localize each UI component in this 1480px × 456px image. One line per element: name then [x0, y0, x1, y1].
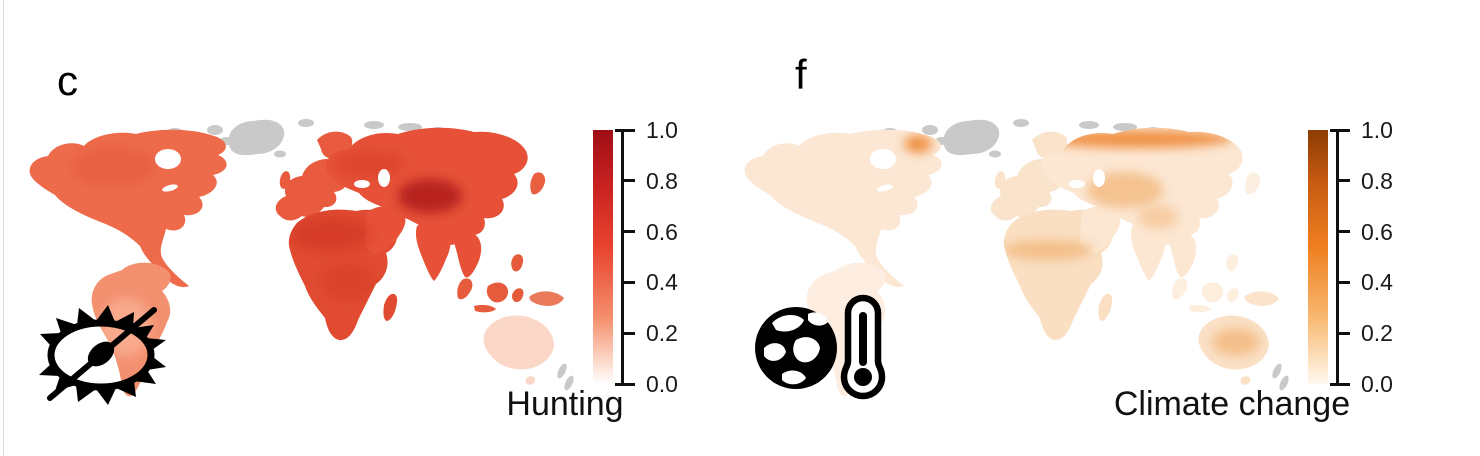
- colorbar-tick: [621, 179, 635, 183]
- colorbar-axis-climate: [1336, 128, 1339, 386]
- trap-hub: [87, 341, 115, 367]
- colorbar-tick-label: 0.6: [646, 218, 678, 245]
- colorbar-tick: [1336, 230, 1350, 234]
- colorbar-tick-label: 0.2: [646, 320, 678, 347]
- scan-edge-line: [3, 0, 4, 456]
- trap-ring: [47, 319, 155, 391]
- colorbar-tick-label: 0.2: [1361, 320, 1393, 347]
- panel-letter-c: c: [57, 57, 78, 104]
- colorbar-gradient-climate: [1308, 130, 1328, 384]
- colorbar-tick: [1336, 179, 1350, 183]
- bear-trap-icon: [39, 305, 166, 405]
- shading-patch-north-america: [73, 149, 153, 185]
- colorbar-tick-label: 0.6: [1361, 218, 1393, 245]
- colorbar-tick: [615, 128, 635, 132]
- landmass-new-guinea: [529, 291, 564, 306]
- globe-thermometer-icon: [755, 294, 886, 400]
- colorbar-tick-label: 1.0: [1361, 117, 1393, 143]
- colorbar-tick: [1336, 331, 1350, 335]
- colorbar-tick-label: 0.0: [646, 371, 678, 397]
- colorbar-tick-label: 0.0: [1361, 371, 1393, 397]
- shading-patch-sahel: [1003, 240, 1093, 260]
- colorbar-tick-label: 0.8: [646, 167, 678, 194]
- colorbar-tick-label: 0.8: [1361, 167, 1393, 194]
- colorbar-tick-label: 0.4: [1361, 269, 1393, 296]
- map-caption-climate-change: Climate change: [1113, 385, 1351, 423]
- colorbar-tick: [1330, 128, 1350, 132]
- colorbar-tick: [621, 230, 635, 234]
- globe-continents: [764, 312, 828, 385]
- shading-patch-sahara: [290, 218, 374, 300]
- colorbar-tick: [621, 280, 635, 284]
- landmass-japan: [1245, 172, 1261, 195]
- thermometer-bulb: [854, 368, 872, 386]
- world-map-climate-change: [744, 119, 1291, 397]
- colorbar-tick: [615, 382, 635, 386]
- colorbar-gradient-hunting: [593, 130, 613, 384]
- landmass-north-america: [744, 129, 942, 288]
- colorbar-tick: [621, 331, 635, 335]
- landmass-japan: [530, 172, 546, 195]
- map-caption-hunting: Hunting: [506, 385, 624, 423]
- landmass-new-guinea: [1244, 291, 1279, 306]
- colorbar-tick: [1336, 280, 1350, 284]
- landmass-australia: [483, 315, 554, 385]
- panel-letter-f: f: [795, 51, 807, 98]
- colorbar-axis-hunting: [621, 128, 624, 386]
- world-map-hunting: [29, 119, 576, 397]
- shading-patch-australia-interior: [1212, 328, 1260, 356]
- colorbar-tick: [1330, 382, 1350, 386]
- colorbar-tick-label: 0.4: [646, 269, 678, 296]
- shading-patch-northeast-canada: [904, 135, 932, 153]
- colorbar-tick-label: 1.0: [646, 117, 678, 143]
- shading-patch-arctic-coast: [1043, 130, 1233, 229]
